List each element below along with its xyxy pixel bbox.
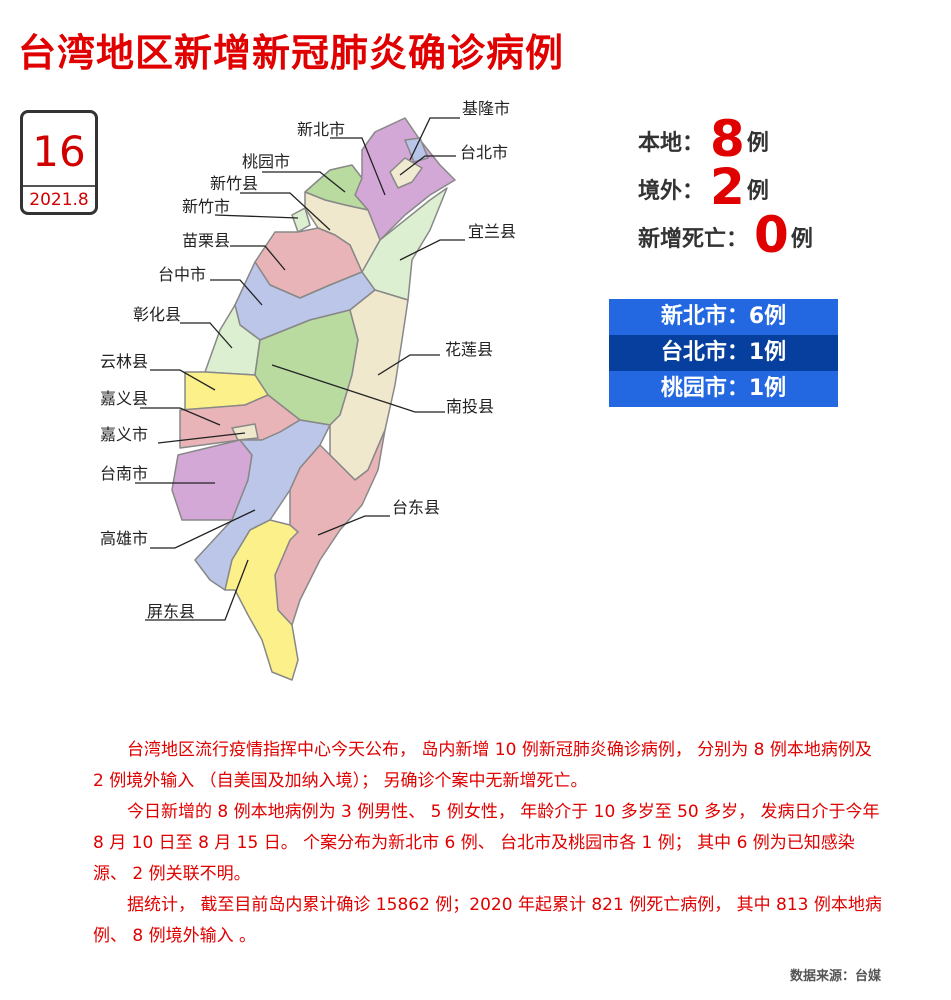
leader-chiayi-county: [140, 407, 221, 426]
leader-nantou: [271, 364, 445, 413]
label-yunlin: 云林县: [100, 352, 149, 371]
region-taipei: [389, 157, 423, 189]
leader-changhua: [180, 322, 233, 349]
label-taitung: 台东县: [392, 498, 441, 517]
label-newtaipei: 新北市: [297, 120, 346, 139]
label-taoyuan: 桃园市: [242, 152, 291, 171]
distribution-row-taoyuan: 桃园市：1例: [609, 371, 838, 407]
stat-deaths-label: 新增死亡：: [638, 227, 749, 252]
label-changhua: 彰化县: [133, 305, 182, 324]
leader-miaoli: [230, 245, 286, 271]
region-chiayi-city: [231, 423, 259, 441]
distribution-table: 新北市：6例 台北市：1例 桃园市：1例: [609, 299, 838, 407]
stat-deaths-value: 0: [754, 206, 789, 264]
summary-text: 台湾地区流行疫情指挥中心今天公布， 岛内新增 10 例新冠肺炎确诊病例， 分别为…: [93, 735, 883, 952]
distribution-row-newtaipei: 新北市：6例: [609, 299, 838, 335]
label-hsinchu-county: 新竹县: [210, 174, 259, 193]
label-taichung: 台中市: [158, 265, 207, 284]
label-chiayi-city: 嘉义市: [100, 425, 149, 444]
label-miaoli: 苗栗县: [182, 231, 231, 250]
stat-local-label: 本地：: [638, 131, 705, 156]
region-pingtung: [224, 519, 299, 681]
stat-imported-unit: 例: [746, 179, 769, 204]
leader-yunlin: [150, 369, 216, 391]
label-keelung: 基隆市: [462, 99, 511, 118]
leader-taichung: [210, 279, 263, 306]
stat-imported: 境外： 2例: [638, 158, 769, 216]
label-hsinchu-city: 新竹市: [182, 197, 231, 216]
data-source: 数据来源：台媒: [789, 969, 881, 984]
date-day: 16: [32, 127, 86, 176]
label-pingtung: 屏东县: [147, 602, 196, 621]
page-title: 台湾地区新增新冠肺炎确诊病例: [18, 31, 565, 75]
leader-keelung: [409, 117, 460, 161]
region-keelung: [404, 137, 429, 163]
date-divider: [23, 185, 95, 187]
leader-hsinchu-city: [214, 214, 299, 219]
stat-imported-value: 2: [710, 158, 745, 216]
leader-yilan: [399, 239, 465, 261]
leader-newtaipei: [330, 137, 386, 196]
stat-deaths: 新增死亡： 0例: [638, 206, 813, 264]
leader-kaohsiung: [150, 509, 256, 549]
label-chiayi-county: 嘉义县: [100, 389, 149, 408]
stat-imported-label: 境外：: [638, 179, 705, 204]
leader-hsinchu-county: [240, 192, 331, 231]
paragraph: 据统计， 截至目前岛内累计确诊 15862 例；2020 年起累计 821 例死…: [93, 895, 882, 946]
paragraph: 台湾地区流行疫情指挥中心今天公布， 岛内新增 10 例新冠肺炎确诊病例， 分别为…: [93, 740, 872, 791]
stat-deaths-unit: 例: [790, 227, 813, 252]
stat-local-unit: 例: [746, 131, 769, 156]
leader-taoyuan: [262, 171, 346, 193]
stat-local-value: 8: [710, 110, 745, 168]
label-kaohsiung: 高雄市: [100, 529, 149, 548]
paragraph: 今日新增的 8 例本地病例为 3 例男性、 5 例女性， 年龄介于 10 多岁至…: [93, 802, 880, 884]
label-hualien: 花莲县: [445, 340, 494, 359]
leader-pingtung: [145, 559, 249, 621]
taiwan-map: [135, 117, 465, 681]
region-hsinchu-city: [291, 207, 311, 233]
distribution-row-taipei: 台北市：1例: [609, 335, 838, 371]
leader-chiayi-city: [157, 432, 246, 444]
stat-local: 本地： 8例: [638, 110, 769, 168]
label-nantou: 南投县: [446, 397, 495, 416]
leader-hualien: [377, 354, 440, 376]
date-year-month: 2021.8: [29, 190, 89, 210]
leader-taipei: [399, 155, 456, 176]
label-tainan: 台南市: [100, 464, 149, 483]
leader-taitung: [317, 515, 390, 536]
date-badge: 16 2021.8: [20, 110, 98, 215]
label-yilan: 宜兰县: [468, 222, 517, 241]
label-taipei: 台北市: [460, 143, 509, 162]
